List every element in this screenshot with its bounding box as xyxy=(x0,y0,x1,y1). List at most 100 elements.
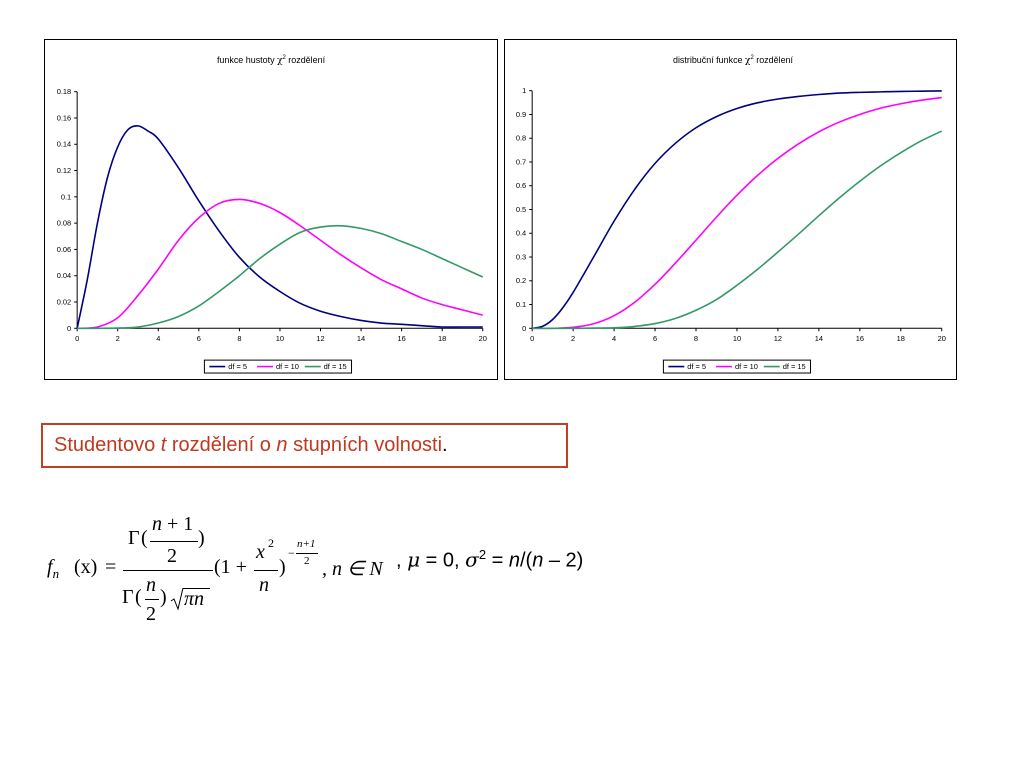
x-tick-label: 0 xyxy=(530,334,534,343)
caption-part3: stupních volnosti xyxy=(287,434,443,456)
paren-close-mid: ) xyxy=(279,556,286,578)
x-tick-label: 12 xyxy=(316,334,324,343)
formula-arg: (x) xyxy=(74,556,98,578)
y-tick-label: 0.1 xyxy=(61,192,71,201)
num-frac-bottom: 2 xyxy=(167,545,177,567)
caption-n: n xyxy=(276,434,288,456)
y-tick-label: 0.02 xyxy=(57,297,71,306)
caption-period: . xyxy=(442,434,448,456)
paren-close-top: ) xyxy=(198,527,205,549)
sqrt-bar xyxy=(183,588,210,589)
den-frac-bottom: 2 xyxy=(146,603,156,625)
series-line-df5 xyxy=(76,125,483,329)
legend-label: df = 5 xyxy=(228,362,247,371)
paren-close-bottom: ) xyxy=(160,586,167,608)
one-plus: (1 + xyxy=(214,556,247,578)
x2-frac-line xyxy=(254,570,278,571)
density-chart-panel: funkce hustoty χ2 rozdělení 0 0.02 0.04 0.06… xyxy=(44,39,498,380)
y-tick-label: 0 xyxy=(67,324,71,333)
x-tick-label: 0 xyxy=(75,334,79,343)
y-tick-label: 0.6 xyxy=(516,181,526,190)
num-frac-line xyxy=(150,541,198,542)
x-tick-label: 16 xyxy=(856,334,864,343)
x-tick-label: 16 xyxy=(397,334,405,343)
legend-label: df = 10 xyxy=(735,362,758,371)
y-tick-label: 0.16 xyxy=(57,113,71,122)
x2-frac-bottom: n xyxy=(259,574,269,596)
y-tick-label: 0.06 xyxy=(57,245,71,254)
series-line-df15 xyxy=(77,224,484,330)
formula-f: fn xyxy=(47,556,60,581)
legend-label: df = 15 xyxy=(324,362,347,371)
legend-label: df = 10 xyxy=(276,362,299,371)
formula-tail: , n ∈ N xyxy=(322,558,383,580)
x-tick-label: 4 xyxy=(612,334,616,343)
caption-part2: rozdělení o xyxy=(166,434,277,456)
sigma-symbol: σ xyxy=(465,547,479,572)
den-frac-line xyxy=(145,599,159,600)
x-tick-label: 18 xyxy=(438,334,446,343)
series-line-df5 xyxy=(532,90,942,330)
chart-title: funkce hustoty χ2 rozdělení xyxy=(217,55,326,66)
y-tick-label: 0.9 xyxy=(516,110,526,119)
series-line-df10 xyxy=(77,198,483,330)
y-tick-label: 0.1 xyxy=(516,300,526,309)
x-tick-label: 10 xyxy=(276,334,284,343)
y-tick-label: 0 xyxy=(522,324,526,333)
x-tick-label: 14 xyxy=(357,334,365,343)
pi-n: πn xyxy=(184,588,205,610)
mu-symbol: μ xyxy=(407,547,421,572)
cdf-chart: distribuční funkce χ2 rozdělení 0 0.1 0.2 0.… xyxy=(516,55,946,374)
x-tick-label: 10 xyxy=(733,334,741,343)
sqrt-sign xyxy=(170,587,184,611)
exp-bottom: 2 xyxy=(304,555,310,567)
exp-top: n+1 xyxy=(297,538,316,550)
y-tick-label: 0.3 xyxy=(516,253,526,262)
x-tick-label: 8 xyxy=(237,334,241,343)
y-tick-label: 0.4 xyxy=(516,229,526,238)
y-tick-label: 0.14 xyxy=(57,140,71,149)
gamma-top: Γ xyxy=(128,527,140,549)
y-tick-label: 1 xyxy=(522,86,526,95)
legend-label: df = 5 xyxy=(687,362,706,371)
x-tick-label: 2 xyxy=(571,334,575,343)
x-tick-label: 6 xyxy=(653,334,657,343)
y-tick-label: 0.04 xyxy=(57,271,71,280)
x-squared: x xyxy=(256,541,265,563)
exp-minus: − xyxy=(288,546,295,560)
caption-box: Studentovo t rozdělení o n stupních voln… xyxy=(41,423,568,468)
legend-box xyxy=(203,359,353,374)
main-fraction-line xyxy=(123,570,213,571)
den-frac-top: n xyxy=(146,574,156,596)
caption-part1: Studentovo xyxy=(54,434,161,456)
y-tick-label: 0.08 xyxy=(57,219,71,228)
x-tick-label: 18 xyxy=(897,334,905,343)
y-tick-label: 0.12 xyxy=(57,166,71,175)
x-tick-label: 6 xyxy=(197,334,201,343)
legend-box xyxy=(662,359,812,374)
gamma-bottom: Γ xyxy=(122,586,134,608)
series-line-df10 xyxy=(532,96,942,330)
x-tick-label: 20 xyxy=(938,334,946,343)
num-frac-top: n + 1 xyxy=(152,513,194,535)
mean-variance: , μ = 0, σ2 = n/(n – 2) xyxy=(396,547,584,572)
formula-equals: = xyxy=(105,556,117,578)
y-tick-label: 0.5 xyxy=(516,205,526,214)
x-tick-label: 14 xyxy=(815,334,823,343)
x-tick-label: 2 xyxy=(116,334,120,343)
y-tick-label: 0.7 xyxy=(516,157,526,166)
chart-title: distribuční funkce χ2 rozdělení xyxy=(673,55,794,66)
caption-t: t xyxy=(160,434,167,456)
y-tick-label: 0.2 xyxy=(516,276,526,285)
y-tick-label: 0.18 xyxy=(57,87,71,96)
x-tick-label: 8 xyxy=(694,334,698,343)
cdf-chart-panel: distribuční funkce χ2 rozdělení 0 0.1 0.2 0.… xyxy=(504,39,957,380)
y-tick-label: 0.8 xyxy=(516,134,526,143)
x-squared-exp: 2 xyxy=(268,536,274,550)
series-line-df15 xyxy=(532,130,943,330)
x-tick-label: 12 xyxy=(774,334,782,343)
legend-label: df = 15 xyxy=(783,362,806,371)
exp-frac-line xyxy=(296,553,318,554)
paren-open-top: ( xyxy=(141,527,148,549)
x-tick-label: 20 xyxy=(479,334,487,343)
